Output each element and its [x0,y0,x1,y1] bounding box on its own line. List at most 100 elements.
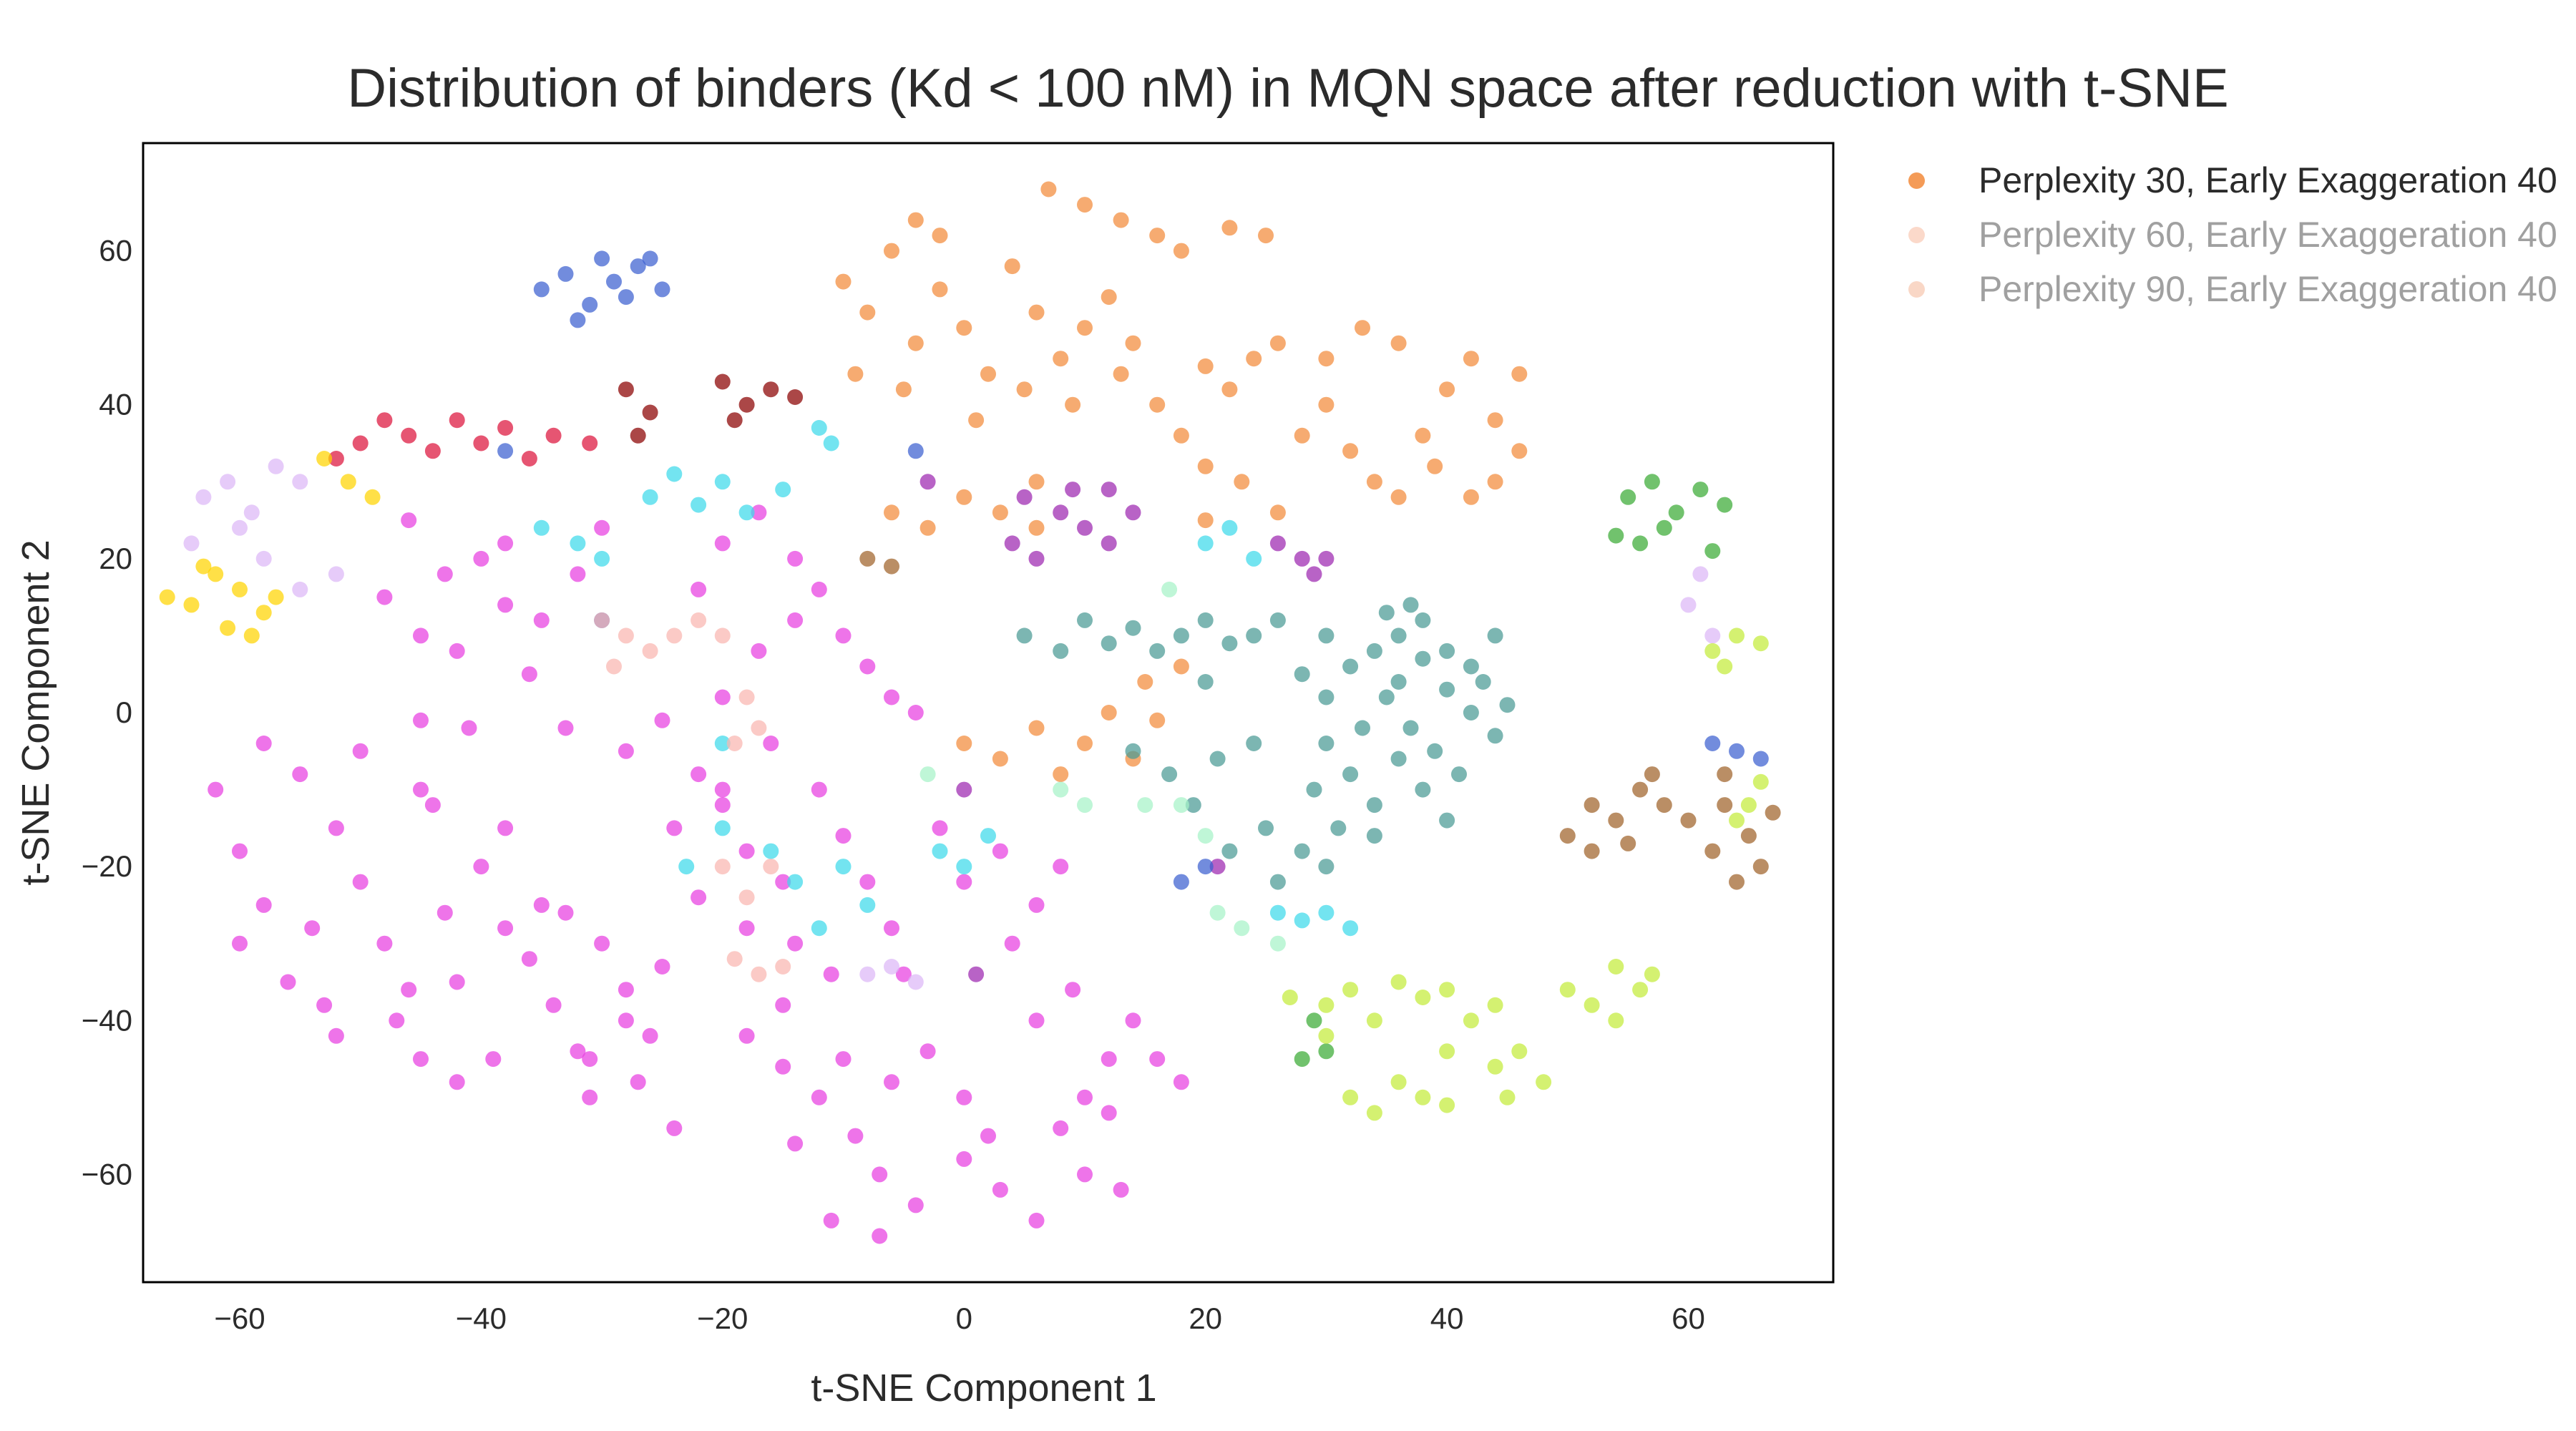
data-point [1258,228,1274,244]
data-point [208,781,224,798]
data-point [1173,874,1189,890]
data-point [533,897,550,913]
data-point [1680,812,1697,829]
y-axis-title: t-SNE Component 2 [14,539,57,885]
data-point [1258,820,1274,836]
data-point [1028,1012,1045,1029]
data-point [1487,627,1503,644]
data-point [1053,859,1069,875]
data-point [1077,320,1093,336]
data-point [835,859,852,875]
data-point [1439,643,1455,659]
data-point [232,935,248,952]
data-point [932,281,948,298]
data-point [956,489,972,505]
data-point [1559,982,1576,998]
data-point [1282,990,1298,1005]
data-point [183,535,200,552]
data-point [1752,859,1769,875]
data-point [424,797,441,814]
data-point [1318,550,1335,567]
data-point [1318,1027,1335,1044]
data-point [1053,504,1069,521]
data-point [895,966,912,982]
data-point [642,250,658,267]
data-point [678,859,695,875]
legend-item-perplexity-60[interactable]: Perplexity 60, Early Exaggeration 40 [1889,213,2569,268]
data-point [714,859,731,875]
data-point [582,296,598,313]
data-point [449,412,465,429]
data-point [618,289,634,306]
data-point [1318,859,1335,875]
data-point [1221,843,1238,859]
data-point [1234,920,1250,937]
data-point [811,920,827,937]
data-point [847,366,864,382]
data-point [232,843,248,859]
data-point [811,420,827,436]
x-axis-ticks: −60 −40 −20 0 20 40 60 [214,1301,1704,1335]
y-tick-label: −40 [82,1003,132,1037]
data-point [666,466,683,482]
data-point [449,974,465,990]
data-point [1318,1043,1335,1060]
data-point [811,1089,827,1105]
x-tick-label: 20 [1189,1301,1222,1335]
legend-item-perplexity-90[interactable]: Perplexity 90, Early Exaggeration 40 [1889,268,2569,322]
data-point [413,1051,429,1068]
data-point [243,627,260,644]
data-point [304,920,321,937]
data-point [1415,781,1431,798]
data-point [449,643,465,659]
data-point [907,212,924,228]
data-point [1101,535,1117,552]
data-point [545,997,562,1013]
data-point [1016,627,1033,644]
data-point [1028,519,1045,536]
data-point [884,558,899,575]
data-point [1632,781,1649,798]
data-point [1342,982,1359,998]
data-point [859,550,876,567]
data-point [183,597,200,613]
legend-label: Perplexity 60, Early Exaggeration 40 [1979,215,2557,255]
data-point [557,265,574,282]
data-point [1197,859,1214,875]
data-point [1342,443,1359,459]
data-point [738,504,755,521]
data-point [1269,535,1286,552]
data-point [1173,627,1189,644]
data-point [618,1012,634,1029]
data-point [654,281,670,298]
data-point [1366,474,1382,490]
data-point [775,874,791,890]
data-point [956,781,972,798]
data-point [1680,597,1697,613]
data-point [1173,1074,1189,1090]
legend-item-perplexity-30[interactable]: Perplexity 30, Early Exaggeration 40 [1889,159,2569,213]
data-point [1294,666,1310,683]
data-point [1016,381,1033,398]
data-point [1390,751,1407,767]
data-point [1053,351,1069,367]
data-point [1415,612,1431,628]
data-point [1740,828,1757,844]
data-point [1511,1043,1528,1060]
legend-label: Perplexity 30, Early Exaggeration 40 [1979,160,2557,200]
data-point [1028,1212,1045,1229]
data-point [1342,1089,1359,1105]
data-point [751,720,767,736]
data-point [775,1058,791,1075]
data-point [1149,396,1166,413]
data-point [1294,843,1310,859]
y-tick-label: −60 [82,1157,132,1191]
data-point [775,997,791,1013]
data-point [787,550,804,567]
data-point [582,435,598,451]
data-point [570,312,586,328]
data-point [1415,1089,1431,1105]
data-point [1608,527,1624,544]
data-point [1053,781,1069,798]
data-point [1197,535,1214,552]
